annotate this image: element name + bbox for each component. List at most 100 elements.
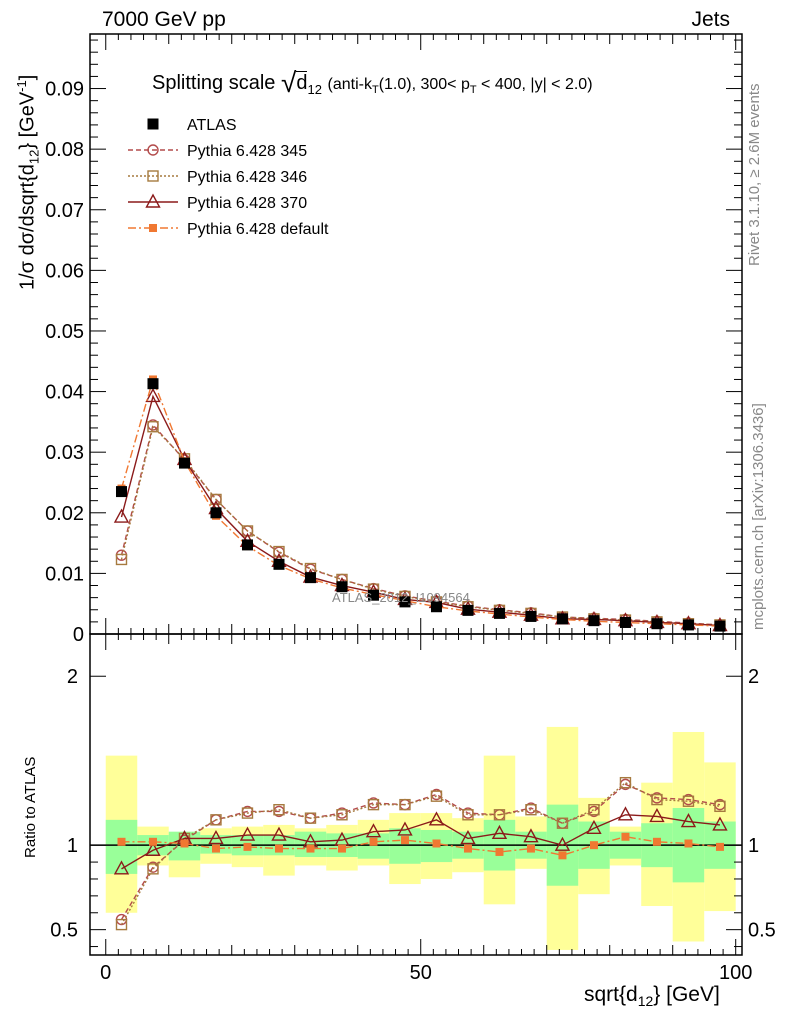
sqrt-symbol: √ (280, 67, 297, 98)
main-point-atlas (210, 507, 222, 519)
ratio-point-pythia-6-428-default (715, 842, 724, 851)
x-tick-label: 0 (100, 962, 111, 984)
y-tick-label-ratio: 0.5 (50, 920, 78, 942)
y-tick-label-main: 0.01 (45, 563, 84, 585)
ratio-point-pythia-6-428-346 (241, 807, 254, 819)
legend-marker-pythia-6-428-345 (147, 144, 159, 156)
ratio-point-pythia-6-428-370 (712, 816, 728, 831)
x-tick-label: 50 (410, 962, 432, 984)
ratio-point-pythia-6-428-370 (617, 806, 634, 821)
x-axis-title: sqrt{d12} [GeV] (584, 983, 720, 1010)
x-tick-label: 100 (719, 962, 752, 984)
ratio-point-pythia-6-428-default (180, 839, 189, 848)
chart-title: Splitting scale √d12 (anti-kT(1.0), 300<… (152, 64, 593, 98)
ratio-point-pythia-6-428-default (652, 837, 661, 846)
band-inner-bin (200, 835, 232, 854)
y-tick-label-ratio: 1 (67, 835, 78, 857)
ratio-point-pythia-6-428-346 (525, 804, 537, 816)
ratio-point-pythia-6-428-default (400, 836, 409, 845)
ratio-point-pythia-6-428-346 (682, 795, 695, 807)
ratio-point-pythia-6-428-346 (367, 798, 380, 811)
ratio-point-pythia-6-428-default (369, 837, 378, 846)
ratio-panel-frame: 0 50 100 0.5 0.5 1 1 2 2 (50, 633, 776, 984)
main-point-pythia-6-428-346 (210, 493, 222, 506)
y-tick-label-ratio-right: 0.5 (748, 920, 776, 942)
y-tick-label-main: 0 (73, 624, 84, 646)
ratio-point-pythia-6-428-default (495, 847, 504, 856)
main-point-atlas (367, 589, 379, 601)
legend-label-pythia-6-428-370: Pythia 6.428 370 (187, 195, 307, 212)
series-layer (113, 375, 728, 931)
chart-title-cuts: (anti-kT(1.0), 300< pT < 400, |y| < 2.0) (327, 76, 593, 97)
ratio-point-pythia-6-428-default (148, 837, 157, 846)
process-label: Jets (691, 8, 730, 31)
main-point-pythia-6-428-346 (241, 525, 254, 537)
legend-label-pythia-6-428-346: Pythia 6.428 346 (187, 169, 307, 186)
y-tick-label-ratio-right: 1 (748, 835, 759, 857)
ratio-point-pythia-6-428-default (211, 844, 220, 853)
main-point-atlas (556, 613, 568, 625)
main-point-atlas (493, 607, 505, 619)
main-point-atlas (399, 596, 411, 608)
main-point-atlas (147, 378, 159, 390)
main-point-atlas (304, 572, 316, 584)
y-tick-label-main: 0.04 (45, 382, 84, 404)
main-point-pythia-6-428-346 (115, 553, 128, 566)
ratio-point-pythia-6-428-370 (523, 828, 539, 843)
main-point-atlas (430, 601, 442, 613)
ratio-point-pythia-6-428-370 (145, 841, 161, 856)
legend-marker-pythia-6-428-346 (147, 170, 159, 182)
ratio-y-axis-title: Ratio to ATLAS (22, 756, 39, 858)
band-inner-bin (389, 828, 421, 864)
main-point-atlas (115, 486, 127, 498)
ratio-point-pythia-6-428-370 (397, 821, 413, 836)
ratio-point-pythia-6-428-346 (304, 812, 317, 824)
ratio-point-pythia-6-428-346 (462, 809, 474, 821)
main-point-pythia-6-428-346 (273, 545, 285, 558)
main-point-atlas (714, 620, 726, 632)
ratio-point-pythia-6-428-default (558, 851, 567, 860)
ratio-point-pythia-6-428-346 (430, 790, 443, 802)
main-point-atlas (241, 539, 253, 551)
y-tick-label-main: 0.05 (45, 321, 84, 343)
rivet-version-label: Rivet 3.1.10, ≥ 2.6M events (746, 83, 763, 267)
mcplots-label: mcplots.cern.ch [arXiv:1306.3436] (750, 403, 767, 630)
ratio-point-pythia-6-428-346 (493, 809, 506, 821)
ratio-point-pythia-6-428-370 (460, 829, 476, 845)
ratio-point-pythia-6-428-370 (365, 823, 382, 838)
ratio-point-pythia-6-428-default (274, 844, 283, 853)
legend-marker-atlas (147, 118, 159, 130)
ratio-point-pythia-6-428-default (621, 832, 630, 841)
y-tick-label-main: 0.08 (45, 139, 84, 161)
ratio-point-pythia-6-428-346 (619, 776, 632, 789)
ratio-point-pythia-6-428-default (684, 839, 693, 848)
y-tick-label-main: 0.03 (45, 442, 84, 464)
main-point-atlas (619, 616, 631, 628)
ratio-point-pythia-6-428-370 (586, 819, 602, 834)
legend-label-atlas: ATLAS (187, 117, 237, 134)
ratio-point-pythia-6-428-default (432, 839, 441, 848)
ratio-point-pythia-6-428-370 (680, 813, 697, 828)
ratio-point-pythia-6-428-default (526, 844, 535, 853)
main-point-atlas (588, 615, 600, 627)
main-point-atlas (651, 618, 663, 630)
ratio-point-pythia-6-428-346 (147, 863, 159, 875)
main-point-atlas (273, 558, 285, 570)
main-y-axis-title: 1/σ dσ/dsqrt{d12} [GeV-1] (14, 74, 42, 290)
y-tick-label-main: 0.07 (45, 200, 84, 222)
ratio-point-pythia-6-428-346 (399, 798, 411, 811)
legend: ATLAS Pythia 6.428 345 Pythia 6.428 346 Pyt… (128, 117, 329, 238)
ratio-point-pythia-6-428-370 (649, 807, 665, 823)
main-panel-frame: 0 0.01 0.02 0.03 0.04 0.05 0.06 0.07 0.08 0.09 (45, 33, 743, 646)
legend-label-pythia-6-428-345: Pythia 6.428 345 (187, 143, 307, 160)
main-point-atlas (525, 610, 537, 622)
ratio-point-pythia-6-428-370 (491, 824, 508, 840)
ratio-point-pythia-6-428-default (306, 844, 315, 853)
ratio-point-pythia-6-428-default (463, 844, 472, 853)
band-inner-bin (105, 819, 138, 874)
legend-marker-pythia-6-428-370 (145, 193, 161, 208)
ratio-point-pythia-6-428-346 (714, 800, 726, 813)
ratio-panel-border (89, 633, 743, 956)
ratio-point-pythia-6-428-default (589, 841, 598, 850)
